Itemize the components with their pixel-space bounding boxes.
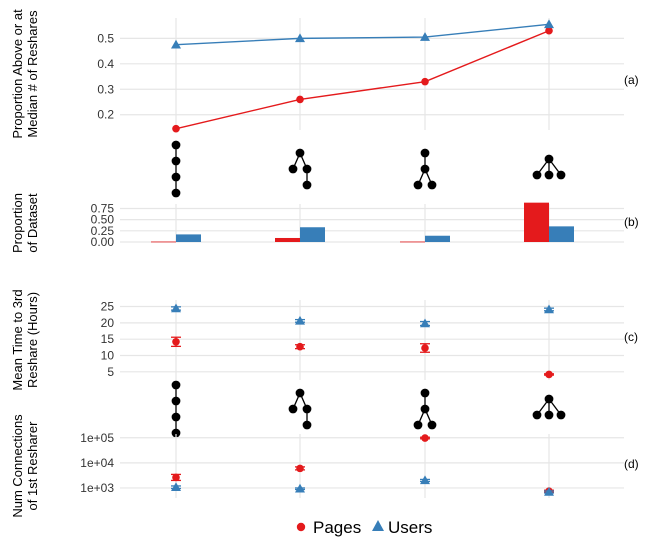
users-point-2 (420, 32, 430, 41)
legend-pages-key (296, 522, 306, 532)
users-point-3 (544, 19, 554, 29)
ytick-label: 0.3 (97, 82, 114, 96)
panel-tag: (d) (624, 457, 639, 471)
legend-pages-label: Pages (313, 518, 361, 537)
pages-bar-2 (400, 241, 425, 243)
ytick-label: 0.5 (97, 31, 114, 45)
panel-b: 0.000.250.500.75 Proportionof Dataset (b) (10, 193, 639, 253)
ytick-label: 0.2 (97, 108, 114, 122)
panels: 0.2 0.3 0.4 0.5 Proportion Above or atMedian… (10, 9, 639, 518)
pages-point-3 (545, 370, 553, 379)
panel-tag: (c) (624, 330, 638, 344)
pages-bar-3 (524, 202, 549, 242)
users-bar-1 (300, 227, 325, 242)
cascade-tree-icon (288, 148, 312, 190)
y-axis-label: Num Connectionsof 1st Resharer (10, 414, 40, 518)
pages-point-2 (421, 344, 429, 352)
pages-point-3 (545, 26, 553, 35)
ytick-label: 0.00 (91, 235, 115, 249)
users-point-2 (420, 475, 430, 485)
ytick-label: 0.4 (97, 57, 114, 71)
ytick-label: 10 (101, 349, 115, 363)
cascade-tree-icon (171, 140, 181, 198)
pages-point-2 (421, 434, 429, 442)
panel-tag: (b) (624, 215, 639, 229)
pages-point-1 (296, 95, 304, 104)
pages-bar-1 (275, 237, 300, 242)
ytick-label: 0.50 (91, 213, 115, 227)
ytick-label: 1e+04 (80, 456, 114, 470)
users-bar-3 (549, 226, 574, 242)
y-axis-label: Proportionof Dataset (10, 193, 40, 253)
y-axis-label: Proportion Above or atMedian # of Reshar… (10, 9, 40, 139)
ytick-label: 25 (101, 300, 115, 314)
cascade-structures-row-2 (171, 380, 566, 438)
pages-point-0 (172, 473, 180, 482)
pages-point-2 (421, 77, 429, 86)
users-point-1 (295, 315, 305, 325)
panel-tag: (a) (624, 73, 639, 87)
pages-bar-0 (151, 241, 176, 243)
ytick-label: 0.25 (91, 224, 115, 238)
pages-point-0 (172, 124, 180, 133)
users-point-0 (171, 482, 181, 491)
legend-users-key (372, 520, 384, 531)
users-bar-0 (176, 234, 201, 242)
ytick-label: 5 (107, 365, 114, 379)
cascade-tree-icon (532, 154, 566, 180)
legend-users-label: Users (388, 518, 432, 537)
cascade-structures-row-1 (171, 140, 566, 198)
users-point-3 (544, 486, 554, 496)
cascade-tree-icon (288, 388, 312, 430)
users-point-1 (295, 483, 305, 493)
users-point-1 (295, 33, 305, 43)
users-point-0 (171, 303, 181, 313)
ytick-label: 1e+03 (80, 481, 114, 495)
y-axis-label: Mean Time to 3rdReshare (Hours) (10, 289, 40, 390)
panel-d: 1e+03 1e+04 1e+05 Num Connectionsof 1st Res… (10, 414, 639, 518)
users-series-line (175, 23, 550, 46)
ytick-label: 1e+05 (80, 431, 114, 445)
legend: Pages Users (296, 518, 432, 537)
cascade-tree-icon (171, 380, 181, 438)
users-point-3 (544, 304, 554, 314)
ytick-label: 15 (101, 332, 115, 346)
panel-c: 5 10 15 20 25 Mean Time to 3rdReshare (Hours)… (10, 289, 638, 390)
cascade-tree-icon (413, 388, 437, 430)
ytick-label: 20 (101, 316, 115, 330)
pages-point-1 (296, 464, 304, 473)
pages-point-0 (172, 337, 180, 346)
users-bar-2 (425, 235, 450, 242)
cascade-tree-icon (532, 394, 566, 420)
users-point-2 (420, 318, 430, 328)
pages-point-1 (296, 342, 304, 351)
ytick-label: 0.75 (91, 201, 115, 215)
users-point-0 (171, 39, 181, 49)
pages-series-line (175, 30, 550, 130)
cascade-tree-icon (413, 148, 437, 190)
panel-a: 0.2 0.3 0.4 0.5 Proportion Above or atMedian… (10, 9, 639, 139)
